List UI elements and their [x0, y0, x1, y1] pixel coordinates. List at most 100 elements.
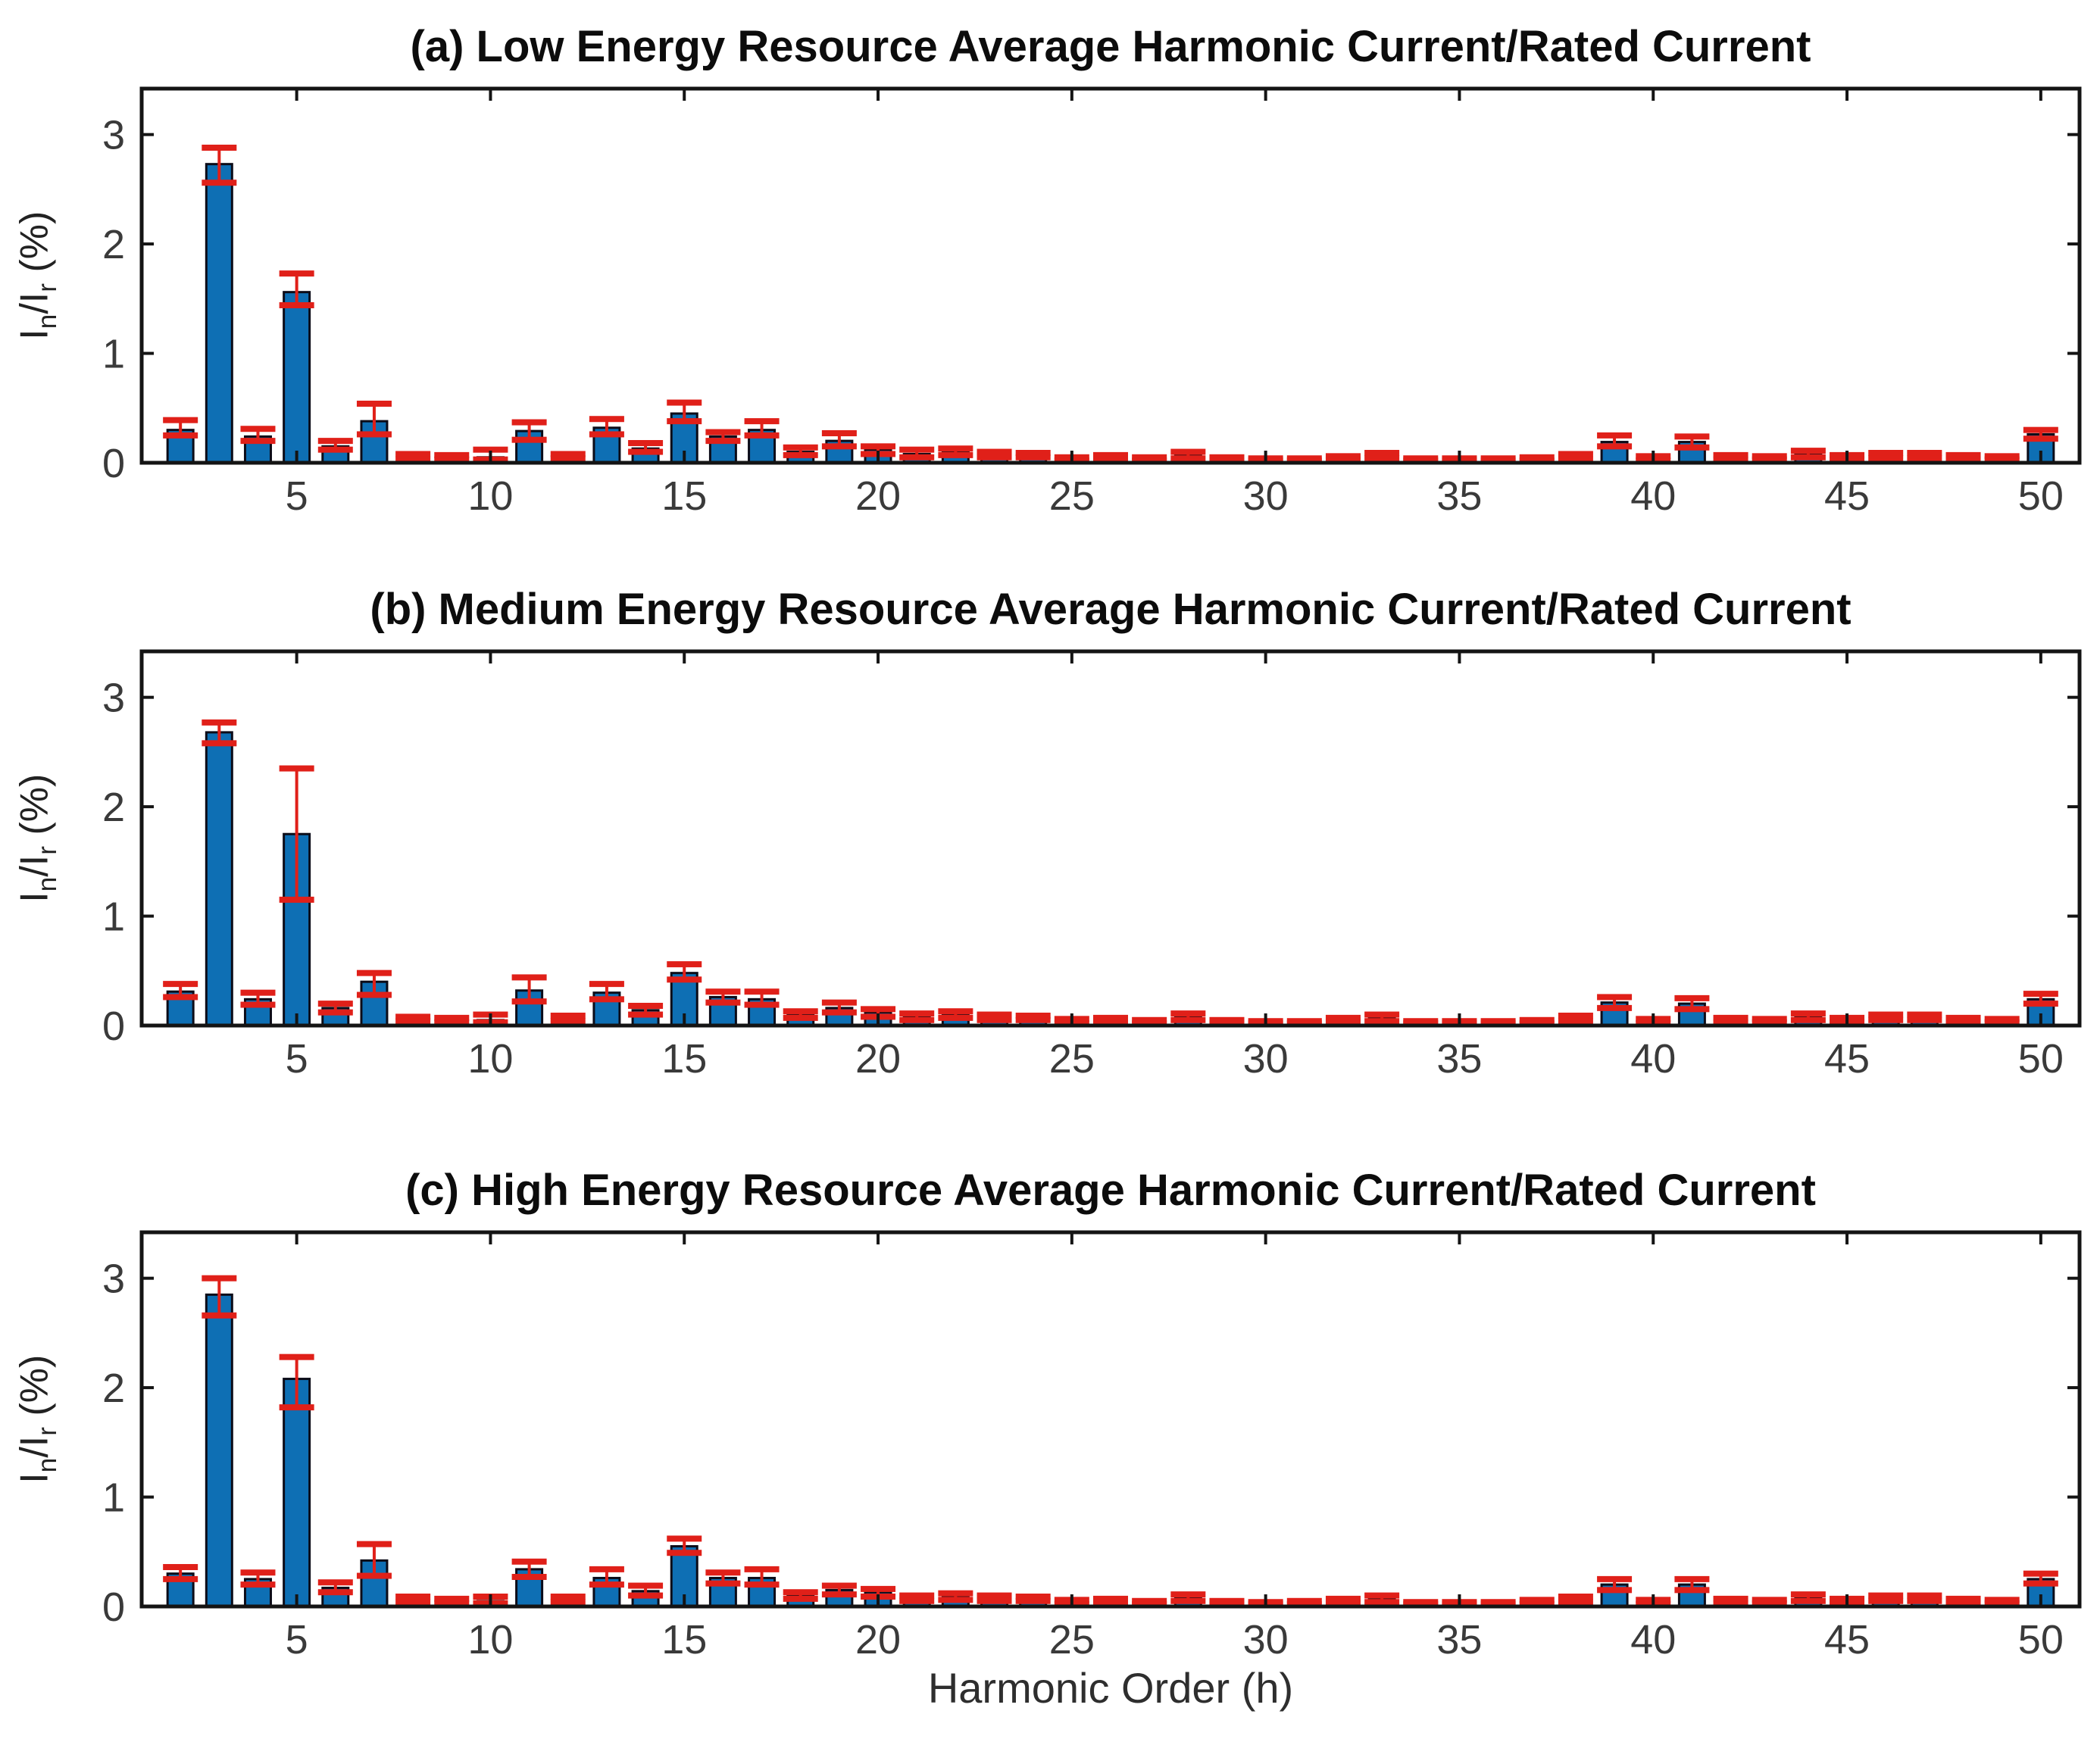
x-tick-label: 40: [1630, 1036, 1676, 1082]
error-cap-low-h21: [899, 454, 935, 461]
error-cap-high-h50: [2023, 991, 2058, 998]
panel-a-error-bars: [163, 145, 2058, 464]
error-cap-low-h48: [1945, 456, 1981, 463]
error-cap-low-h18: [783, 1595, 818, 1602]
error-cap-high-h26: [1093, 1014, 1128, 1021]
error-cap-low-h46: [1868, 455, 1904, 462]
error-cap-low-h36: [1480, 457, 1516, 464]
error-cap-high-h33: [1364, 1011, 1400, 1018]
error-cap-high-h44: [1790, 1591, 1826, 1598]
error-cap-low-h19: [821, 443, 857, 450]
error-cap-high-h43: [1752, 1016, 1787, 1022]
error-cap-low-h50: [2023, 436, 2058, 442]
error-cap-low-h47: [1907, 1597, 1942, 1604]
error-cap-low-h38: [1558, 456, 1593, 463]
bar-h3: [205, 731, 233, 1027]
error-cap-high-h46: [1868, 450, 1904, 456]
error-cap-low-h13: [589, 431, 624, 438]
error-cap-high-h39: [1597, 432, 1633, 439]
error-cap-low-h36: [1480, 1020, 1516, 1027]
error-cap-high-h19: [821, 1582, 857, 1589]
error-cap-low-h24: [1015, 454, 1051, 461]
y-tick-label: 2: [102, 1366, 125, 1411]
error-cap-high-h2: [163, 981, 198, 988]
error-cap-low-h44: [1790, 1597, 1826, 1604]
y-tick-label: 3: [102, 676, 125, 721]
error-cap-high-h48: [1945, 451, 1981, 458]
error-cap-low-h22: [938, 1597, 973, 1603]
x-tick-label: 50: [2018, 1617, 2064, 1663]
panel-c-frame: [139, 1230, 2082, 1609]
error-cap-low-h44: [1790, 1016, 1826, 1023]
error-cap-high-h18: [783, 1589, 818, 1596]
error-cap-high-h49: [1984, 1597, 2020, 1603]
error-cap-low-h37: [1519, 457, 1555, 464]
error-cap-high-h14: [628, 1582, 664, 1589]
x-tick-label: 5: [286, 1036, 308, 1082]
error-cap-low-h3: [202, 740, 237, 747]
error-cap-low-h6: [317, 1009, 353, 1016]
error-cap-high-h38: [1558, 451, 1593, 457]
error-cap-low-h41: [1674, 444, 1710, 451]
error-cap-high-h17: [744, 418, 780, 425]
error-cap-low-h4: [240, 438, 276, 445]
error-cap-low-h29: [1209, 457, 1245, 464]
error-cap-high-h11: [511, 974, 547, 981]
x-tick-label: 35: [1436, 473, 1482, 519]
error-cap-high-h49: [1984, 1016, 2020, 1022]
error-cap-low-h33: [1364, 1018, 1400, 1025]
error-cap-low-h11: [511, 998, 547, 1005]
error-cap-low-h43: [1752, 1600, 1787, 1606]
error-cap-high-h43: [1752, 1597, 1787, 1603]
error-cap-high-h47: [1907, 1011, 1942, 1018]
y-axis-label-text: In/Ir (%): [12, 773, 62, 904]
panel-b-y-ticks: 0 1 2 3: [102, 676, 2080, 1049]
error-cap-low-h17: [744, 1581, 780, 1588]
error-cap-low-h15: [667, 418, 702, 425]
error-cap-low-h42: [1713, 1019, 1748, 1026]
error-cap-low-h19: [821, 1591, 857, 1598]
error-cap-low-h46: [1868, 1597, 1904, 1604]
error-cap-low-h49: [1984, 1019, 2020, 1026]
x-tick-label: 25: [1049, 473, 1095, 519]
error-cap-low-h26: [1093, 456, 1128, 463]
error-cap-high-h18: [783, 1008, 818, 1015]
panel-a-title: (a) Low Energy Resource Average Harmonic…: [410, 22, 1811, 71]
y-tick-label: 1: [102, 894, 125, 940]
error-cap-high-h9: [434, 1595, 470, 1602]
error-cap-low-h18: [783, 1014, 818, 1021]
error-cap-low-h27: [1132, 457, 1167, 464]
error-cap-high-h50: [2023, 1570, 2058, 1577]
error-cap-low-h8: [395, 1599, 431, 1606]
x-tick-label: 30: [1243, 1036, 1289, 1082]
error-cap-high-h15: [667, 399, 702, 406]
error-cap-high-h14: [628, 1003, 664, 1009]
panel-b-error-bars: [163, 719, 2058, 1027]
error-cap-low-h39: [1597, 443, 1633, 450]
x-tick-label: 45: [1824, 473, 1870, 519]
panel-b: 5 10 15 20 25 30 35 40 45 50 0 1 2 3: [102, 649, 2082, 1082]
error-cap-high-h27: [1132, 1016, 1167, 1023]
x-tick-label: 20: [855, 1617, 901, 1663]
error-cap-high-h3: [202, 145, 237, 151]
error-cap-high-h9: [434, 1014, 470, 1021]
error-cap-high-h23: [977, 1011, 1012, 1018]
error-cap-low-h8: [395, 456, 431, 463]
error-cap-high-h17: [744, 1566, 780, 1572]
error-cap-high-h12: [550, 451, 586, 457]
y-axis-label-text: In/Ir (%): [12, 211, 62, 341]
error-cap-high-h5: [279, 1353, 314, 1360]
error-cap-low-h21: [899, 1597, 935, 1604]
error-cap-low-h7: [356, 991, 392, 998]
error-cap-low-h31: [1286, 1020, 1322, 1027]
error-cap-low-h15: [667, 976, 702, 983]
panel-b-y-axis-label: In/Ir (%): [11, 651, 64, 1026]
y-tick-label: 0: [102, 1584, 125, 1630]
panel-c-bars: [166, 1293, 2055, 1608]
y-tick-label: 0: [102, 441, 125, 486]
y-tick-label: 1: [102, 332, 125, 377]
error-cap-low-h27: [1132, 1601, 1167, 1608]
error-cap-low-h9: [434, 1600, 470, 1606]
error-cap-low-h49: [1984, 456, 2020, 463]
